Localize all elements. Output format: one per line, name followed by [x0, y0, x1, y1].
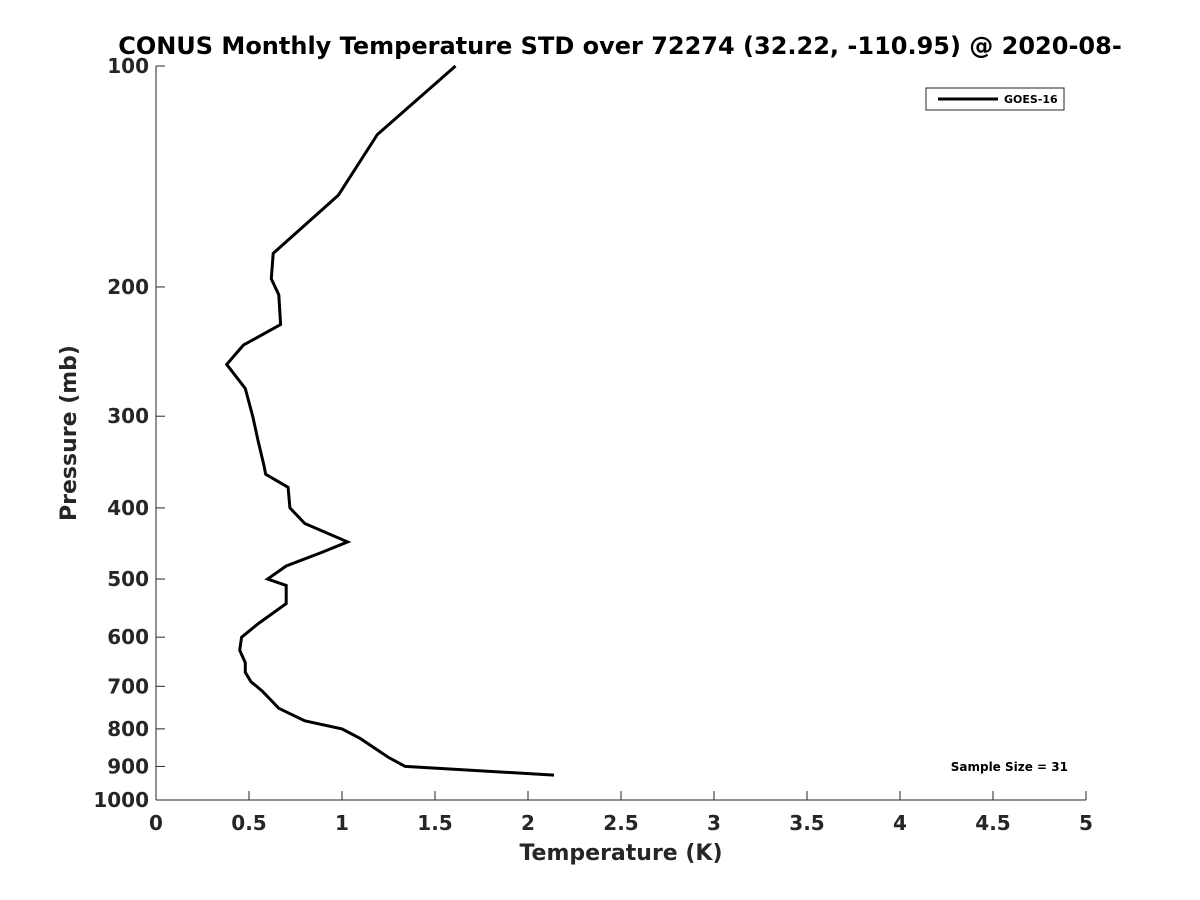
x-tick-label: 3.5	[789, 811, 824, 835]
y-ticks: 100 200 300 400 500 600 700 800 900 1000	[93, 54, 165, 812]
y-tick-label: 700	[107, 674, 149, 698]
y-axis-label: Pressure (mb)	[57, 345, 82, 521]
x-tick-label: 1.5	[417, 811, 452, 835]
legend: GOES-16	[925, 87, 1065, 111]
y-tick-label: 1000	[93, 788, 149, 812]
x-tick-label: 2	[521, 811, 535, 835]
x-tick-label: 4.5	[975, 811, 1010, 835]
chart-title: CONUS Monthly Temperature STD over 72274…	[118, 32, 1122, 60]
x-tick-label: 0	[149, 811, 163, 835]
sample-size-annotation: Sample Size = 31	[951, 760, 1068, 774]
legend-entry-goes-16: GOES-16	[1004, 93, 1058, 106]
y-tick-label: 400	[107, 496, 149, 520]
x-tick-label: 4	[893, 811, 907, 835]
x-tick-label: 1	[335, 811, 349, 835]
y-tick-label: 300	[107, 404, 149, 428]
y-tick-label: 600	[107, 625, 149, 649]
x-tick-label: 2.5	[603, 811, 638, 835]
y-tick-label: 500	[107, 567, 149, 591]
x-ticks: 0 0.5 1 1.5 2 2.5 3 3.5 4 4.5 5	[149, 791, 1093, 835]
x-axis-label: Temperature (K)	[519, 841, 722, 866]
y-tick-label: 200	[107, 275, 149, 299]
series-line-goes-16	[224, 64, 555, 777]
x-tick-label: 3	[707, 811, 721, 835]
y-tick-label: 900	[107, 754, 149, 778]
y-tick-label: 800	[107, 717, 149, 741]
y-tick-label: 100	[107, 54, 149, 78]
x-tick-label: 5	[1079, 811, 1093, 835]
x-tick-label: 0.5	[231, 811, 266, 835]
plot-area	[224, 64, 555, 777]
